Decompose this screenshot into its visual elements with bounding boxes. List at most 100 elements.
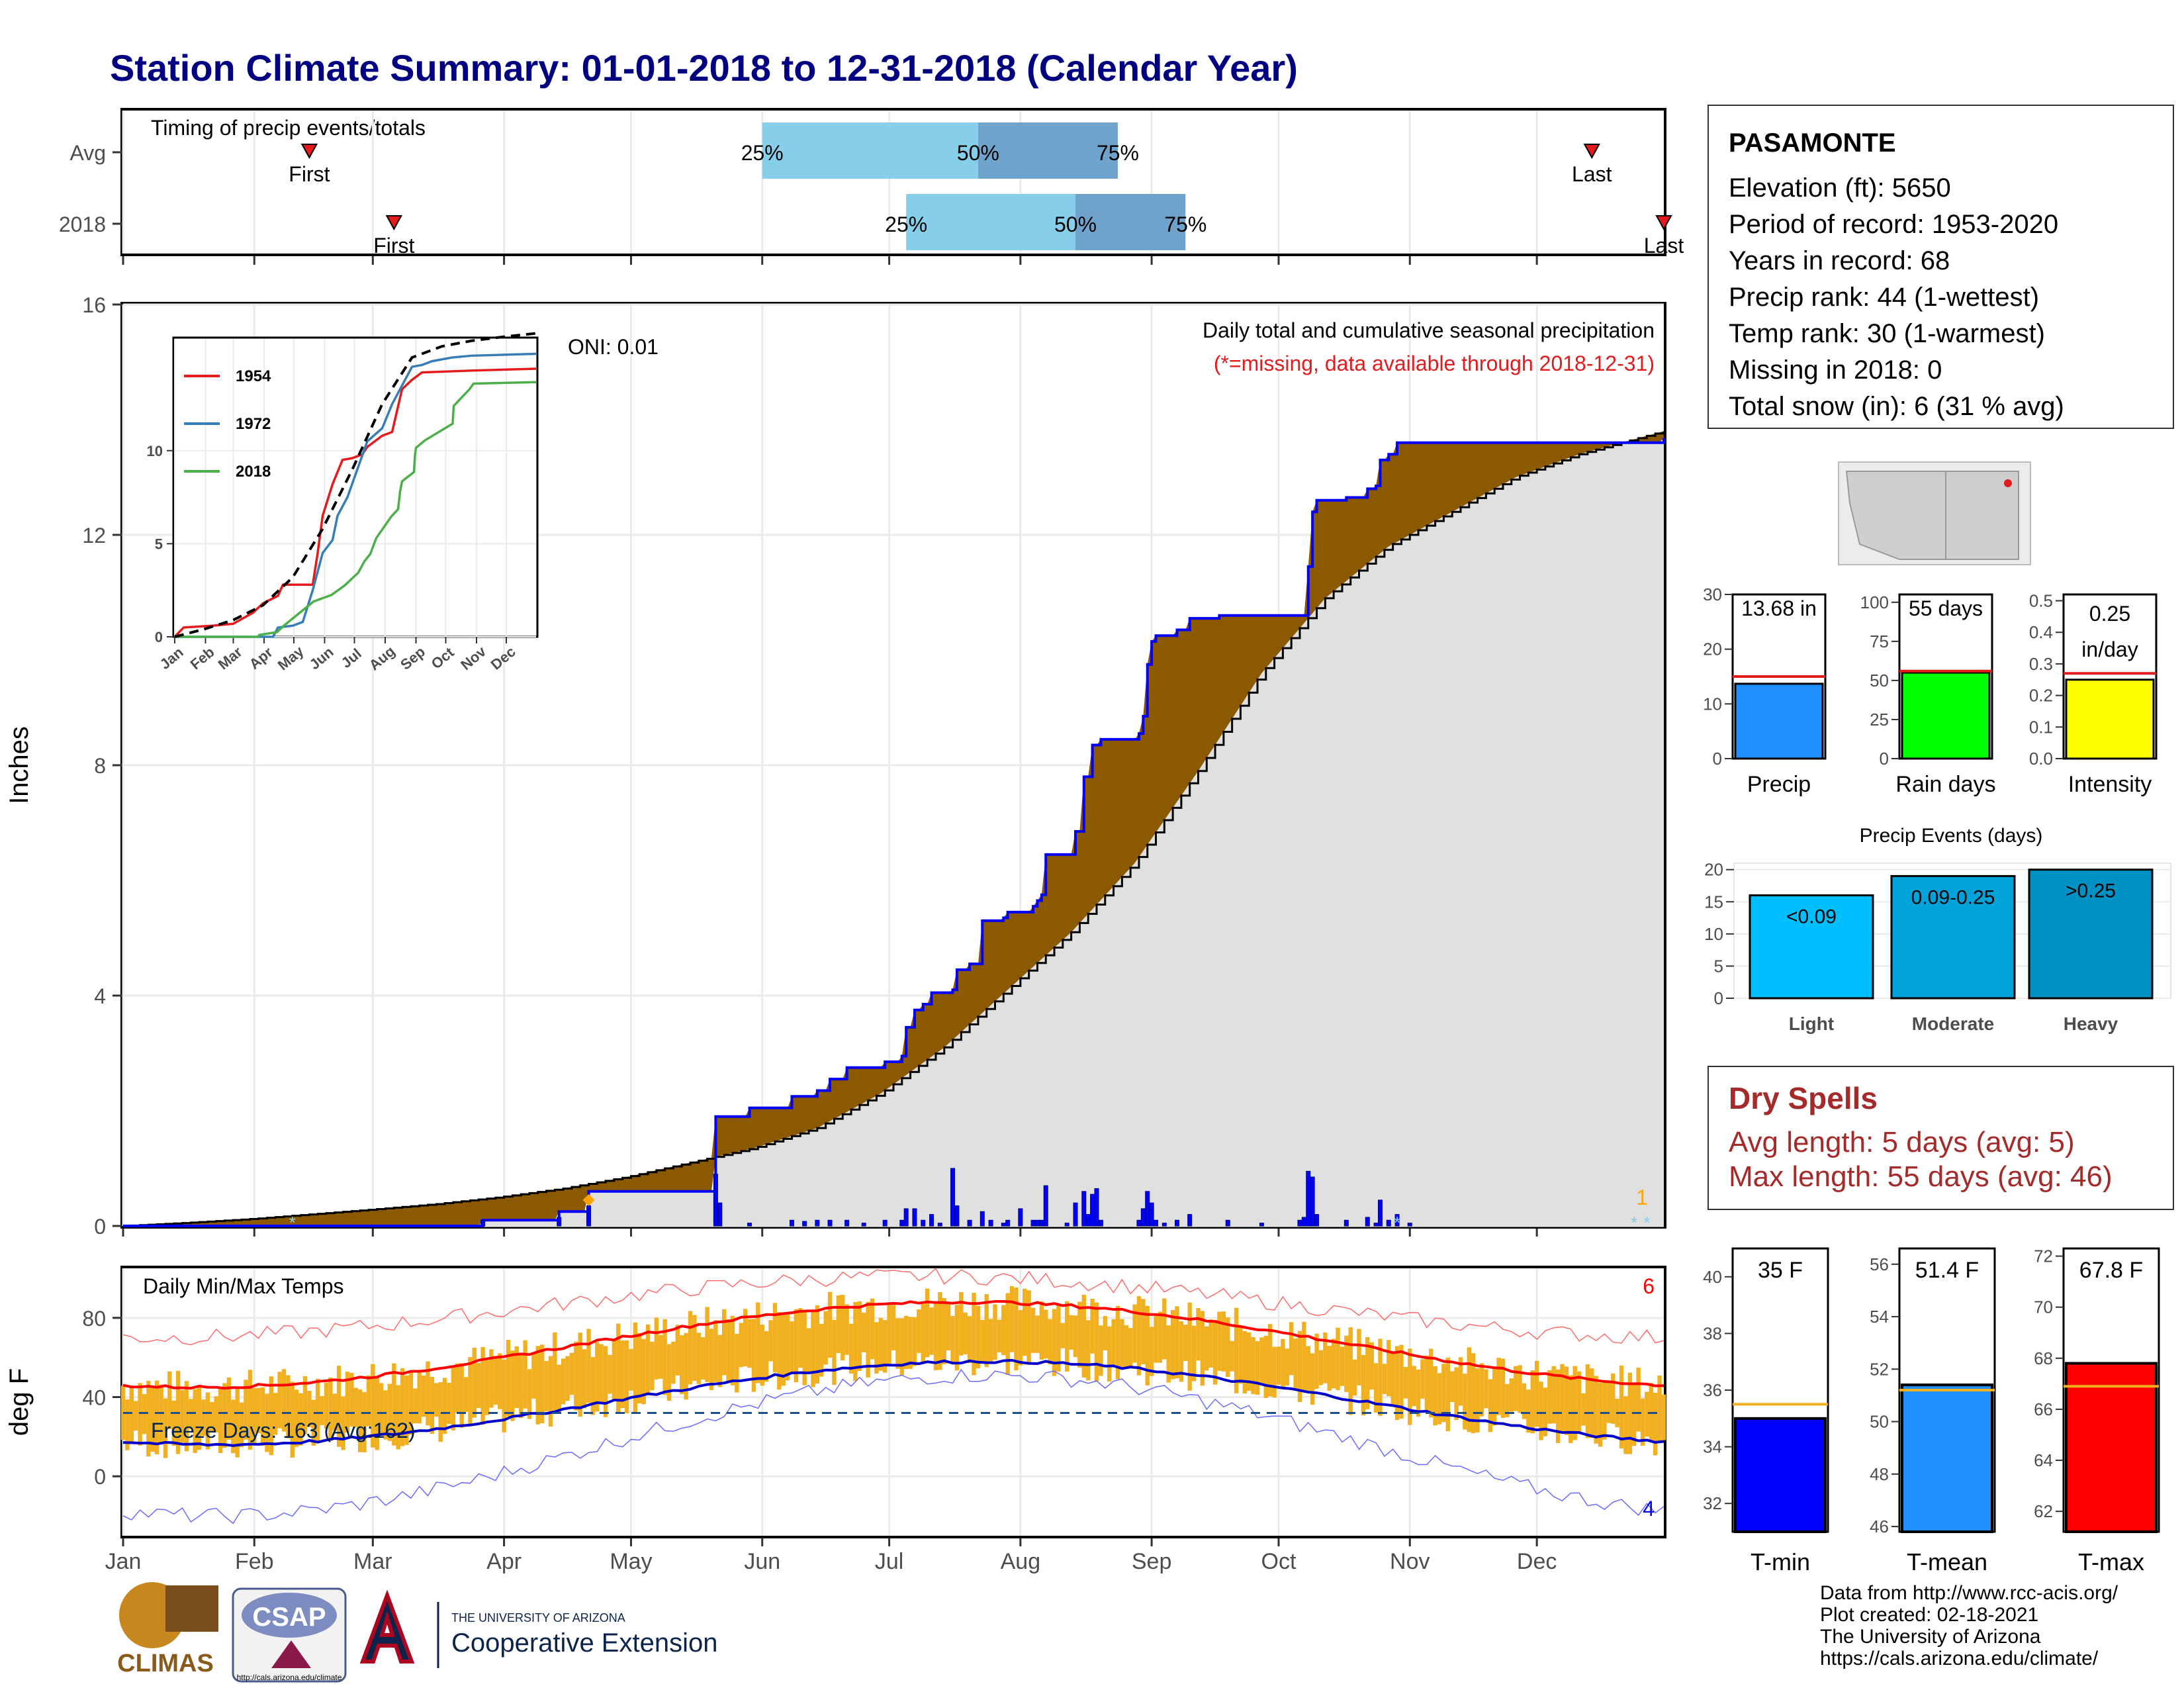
temp-daily-bar — [1115, 1305, 1120, 1380]
temp-daily-bar — [1627, 1372, 1633, 1454]
temp-daily-bar — [205, 1392, 210, 1450]
temp-daily-bar — [1433, 1366, 1437, 1426]
temp-bar-name: T-mean — [1907, 1548, 1987, 1575]
temp-daily-bar — [1509, 1378, 1514, 1412]
temp-daily-bar — [671, 1341, 676, 1384]
summary-ytick-label: 50 — [1870, 671, 1889, 690]
precip-daily-bar — [815, 1219, 820, 1227]
events-bar-label: <0.09 — [1786, 906, 1837, 928]
month-label: Aug — [1001, 1549, 1041, 1574]
temp-daily-bar — [1318, 1350, 1324, 1385]
temp-daily-bar — [341, 1396, 345, 1450]
temp-daily-bar — [1005, 1293, 1010, 1375]
temp-daily-bar — [853, 1301, 858, 1382]
temp-daily-bar — [1522, 1383, 1527, 1419]
timing-first-marker — [385, 215, 403, 231]
temp-daily-bar — [798, 1308, 803, 1368]
summary-ytick-label: 0 — [1880, 749, 1889, 769]
events-ytick-label: 15 — [1704, 892, 1723, 912]
temp-daily-bar — [1251, 1337, 1255, 1395]
temp-daily-bar — [1247, 1332, 1251, 1391]
temp-daily-bar — [1488, 1379, 1492, 1432]
temp-daily-bar — [946, 1303, 951, 1350]
temp-daily-bar — [1085, 1320, 1091, 1381]
temp-daily-bar — [582, 1349, 587, 1409]
temp-bar-ytick-label: 72 — [2034, 1246, 2053, 1266]
temp-daily-bar — [328, 1378, 333, 1441]
temp-record-max-line — [122, 1268, 1664, 1346]
temp-daily-bar — [1657, 1375, 1662, 1442]
csap-wordmark: CSAP — [252, 1603, 326, 1632]
temp-daily-bar — [908, 1317, 913, 1369]
precip-daily-bar — [790, 1219, 795, 1227]
temp-daily-bar — [1217, 1311, 1222, 1371]
temp-daily-bar — [167, 1371, 172, 1429]
temp-daily-bar — [857, 1301, 862, 1372]
timing-p50-label: 50% — [957, 141, 999, 165]
month-label: Dec — [1517, 1549, 1557, 1574]
temp-daily-bar — [1378, 1338, 1383, 1416]
temp-daily-bar — [463, 1377, 469, 1413]
precip-daily-bar — [1043, 1185, 1048, 1227]
temp-daily-bar — [506, 1340, 511, 1417]
precip-daily-bar — [979, 1211, 985, 1227]
temp-daily-bar — [1555, 1369, 1561, 1444]
precip-daily-bar — [802, 1221, 807, 1227]
temp-daily-bar — [1120, 1319, 1124, 1369]
temp-daily-bar — [574, 1341, 578, 1411]
temp-daily-bar — [383, 1390, 388, 1440]
timing-panel: Timing of precip events/totals Avg 25% 50%… — [59, 108, 1684, 265]
temp-daily-bar — [1403, 1366, 1408, 1399]
precip-panel: 0 4 8 12 16 * * * * Daily total and cumulative … — [5, 293, 1666, 1239]
precip-daily-bar — [903, 1208, 909, 1227]
temp-daily-bar — [1297, 1331, 1302, 1403]
temp-daily-bar — [1281, 1338, 1285, 1388]
temp-bar — [1734, 1417, 1827, 1534]
csap-cloud — [242, 1593, 337, 1638]
temp-daily-bar — [404, 1375, 409, 1445]
precip-daily-bar — [882, 1219, 887, 1227]
temp-daily-bar — [1175, 1306, 1179, 1379]
temp-daily-bar — [1285, 1348, 1289, 1386]
temp-daily-bar — [498, 1353, 502, 1409]
temp-daily-bar — [1128, 1328, 1133, 1367]
temp-daily-bar — [1052, 1309, 1057, 1376]
temp-daily-bar — [1581, 1393, 1586, 1426]
temp-avg-max-line — [122, 1300, 1664, 1390]
precip-daily-bar — [988, 1219, 993, 1227]
temp-daily-bar — [976, 1305, 981, 1369]
temp-daily-bar — [184, 1381, 189, 1452]
temp-daily-bar — [235, 1388, 240, 1458]
temp-bar-ytick-label: 52 — [1870, 1359, 1889, 1379]
temp-bar-name: T-min — [1751, 1548, 1810, 1575]
temp-daily-bar — [790, 1321, 794, 1374]
precip-daily-bar — [954, 1205, 960, 1227]
summary-ytick-label: 0.1 — [2029, 717, 2053, 737]
temp-daily-bar — [608, 1354, 612, 1394]
precip-count-label: 1 — [1636, 1186, 1648, 1209]
precip-daily-bar — [950, 1168, 956, 1227]
temp-daily-bar — [1081, 1294, 1087, 1378]
temp-daily-bar — [1065, 1301, 1069, 1372]
temp-daily-bar — [675, 1325, 680, 1376]
temp-daily-bar — [256, 1387, 261, 1434]
summary-ytick-label: 0.0 — [2029, 749, 2053, 769]
climas-wordmark: CLIMAS — [117, 1650, 214, 1677]
temp-daily-bar — [1412, 1366, 1416, 1407]
logos: CLIMAS CSAP http://cals.arizona.edu/clim… — [117, 1582, 717, 1683]
temp-daily-bar — [815, 1305, 820, 1384]
temp-daily-bar — [400, 1368, 405, 1446]
timing-box-25-50 — [762, 122, 978, 179]
credit-url: https://cals.arizona.edu/climate/ — [1820, 1648, 2099, 1669]
temp-daily-bar — [1107, 1326, 1112, 1382]
temp-daily-bar — [1302, 1321, 1306, 1391]
temp-daily-bar — [1547, 1370, 1552, 1424]
temp-daily-bar — [972, 1293, 976, 1376]
temp-daily-bar — [811, 1311, 815, 1387]
temp-daily-bar — [654, 1317, 659, 1380]
precip-daily-bar — [899, 1219, 905, 1227]
temp-record-min-line — [122, 1368, 1664, 1524]
temp-daily-bar — [231, 1399, 236, 1454]
temp-daily-bar — [806, 1328, 811, 1372]
